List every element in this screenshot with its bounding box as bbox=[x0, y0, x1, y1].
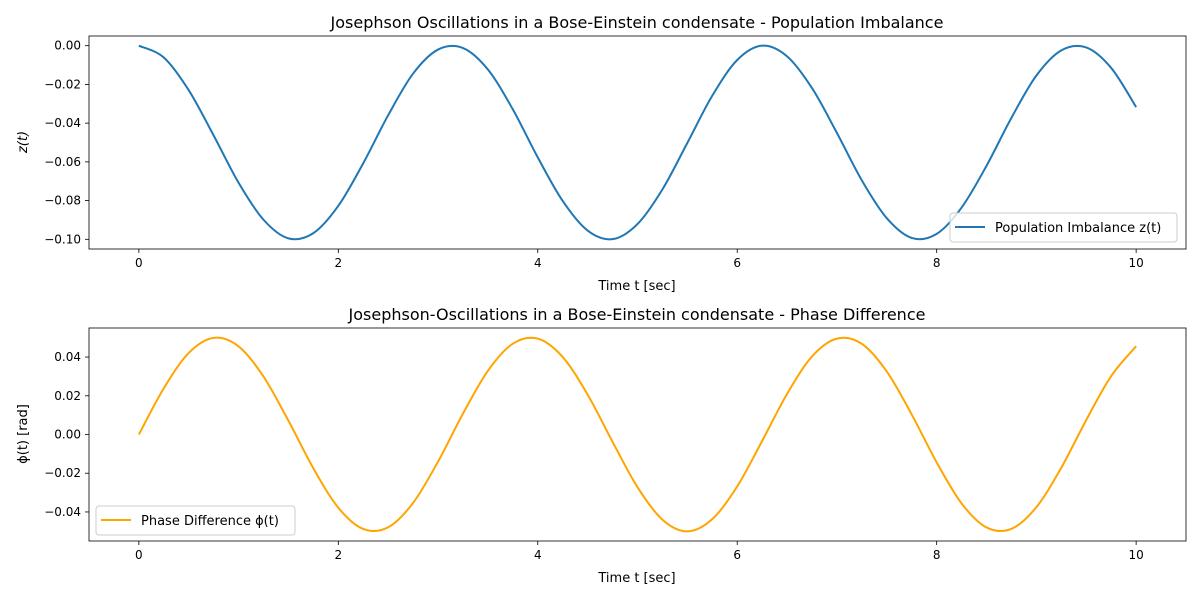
y-tick-label: −0.10 bbox=[44, 232, 81, 246]
y-axis-ticks: 0.00 −0.02 −0.04 −0.06 −0.08 −0.10 bbox=[44, 39, 89, 246]
x-axis-ticks: 0 2 4 6 8 10 bbox=[135, 249, 1144, 270]
y-tick-label: 0.00 bbox=[54, 39, 81, 53]
y-tick-label: −0.08 bbox=[44, 194, 81, 208]
y-tick-label: 0.00 bbox=[54, 428, 81, 442]
y-axis-label: z(t) bbox=[16, 131, 31, 154]
population-imbalance-chart: Josephson Oscillations in a Bose-Einstei… bbox=[16, 13, 1187, 294]
chart-title: Josephson-Oscillations in a Bose-Einstei… bbox=[348, 305, 926, 324]
phase-difference-chart: Josephson-Oscillations in a Bose-Einstei… bbox=[16, 305, 1187, 586]
x-tick-label: 6 bbox=[733, 548, 741, 562]
x-tick-label: 4 bbox=[534, 548, 542, 562]
legend-entry: Population Imbalance z(t) bbox=[995, 221, 1161, 236]
y-axis-ticks: 0.04 0.02 0.00 −0.02 −0.04 bbox=[44, 350, 89, 519]
x-tick-label: 6 bbox=[733, 256, 741, 270]
x-tick-label: 8 bbox=[933, 256, 941, 270]
plot-frame bbox=[88, 35, 1187, 250]
x-tick-label: 0 bbox=[135, 256, 143, 270]
legend-entry: Phase Difference ϕ(t) bbox=[141, 514, 279, 529]
x-tick-label: 0 bbox=[135, 548, 143, 562]
y-tick-label: −0.02 bbox=[44, 77, 81, 91]
legend-frame bbox=[949, 212, 1178, 243]
x-tick-label: 10 bbox=[1128, 548, 1143, 562]
y-tick-label: −0.04 bbox=[44, 116, 81, 130]
x-tick-label: 2 bbox=[334, 256, 342, 270]
x-tick-label: 10 bbox=[1128, 256, 1143, 270]
legend: Phase Difference ϕ(t) bbox=[95, 505, 296, 536]
y-tick-label: −0.06 bbox=[44, 155, 81, 169]
y-tick-label: 0.02 bbox=[54, 389, 81, 403]
y-tick-label: −0.04 bbox=[44, 505, 81, 519]
legend: Population Imbalance z(t) bbox=[949, 212, 1178, 243]
x-axis-label: Time t [sec] bbox=[597, 279, 675, 294]
x-axis-label: Time t [sec] bbox=[597, 571, 675, 586]
chart-title: Josephson Oscillations in a Bose-Einstei… bbox=[330, 13, 944, 32]
y-axis-label: ϕ(t) [rad] bbox=[16, 404, 31, 464]
y-tick-label: 0.04 bbox=[54, 350, 81, 364]
series-line-phase-difference bbox=[137, 336, 1137, 533]
y-tick-label: −0.02 bbox=[44, 466, 81, 480]
x-tick-label: 8 bbox=[933, 548, 941, 562]
series-line-population-imbalance bbox=[138, 44, 1137, 241]
x-tick-label: 2 bbox=[334, 548, 342, 562]
x-tick-label: 4 bbox=[534, 256, 542, 270]
legend-frame bbox=[95, 505, 296, 536]
x-axis-ticks: 0 2 4 6 8 10 bbox=[135, 541, 1144, 562]
